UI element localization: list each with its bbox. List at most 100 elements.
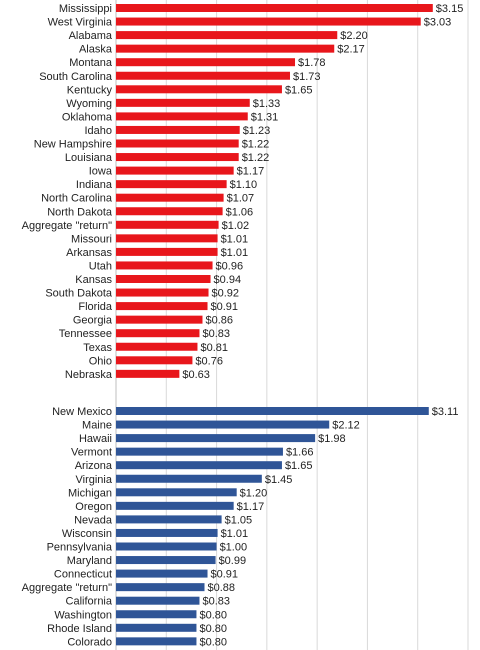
category-label: New Hampshire [34, 139, 112, 151]
value-label: $2.20 [340, 30, 368, 42]
category-label: South Carolina [39, 71, 113, 83]
bar [116, 193, 224, 202]
value-label: $0.80 [199, 623, 227, 635]
bar [116, 596, 200, 605]
category-label: Kentucky [67, 84, 113, 96]
bar [116, 302, 208, 311]
category-label: Connecticut [54, 569, 112, 581]
bar [116, 610, 197, 619]
value-label: $1.17 [237, 166, 265, 178]
value-label: $1.01 [221, 528, 249, 540]
category-label: Rhode Island [47, 623, 112, 635]
category-label: Oregon [75, 501, 112, 513]
bar [116, 461, 282, 470]
category-label: Washington [54, 609, 112, 621]
value-label: $0.86 [205, 315, 233, 327]
bar [116, 112, 248, 121]
bar [116, 356, 193, 365]
chart-panel-blue: New Mexico $3.11 Maine $2.12 Hawaii $1.98 Verm… [22, 406, 459, 648]
category-label: Ohio [89, 355, 112, 367]
category-label: Arkansas [66, 247, 112, 259]
bar [116, 4, 433, 12]
category-label: Michigan [68, 487, 112, 499]
value-label: $1.17 [237, 501, 265, 513]
category-label: Maryland [67, 555, 112, 567]
bar [116, 166, 234, 175]
category-label: Missouri [71, 233, 112, 245]
category-label: Mississippi [59, 3, 112, 15]
bar [116, 139, 239, 148]
bar [116, 125, 240, 134]
bar [116, 407, 429, 415]
bar [116, 98, 250, 107]
bar [116, 488, 237, 497]
bar [116, 315, 203, 324]
value-label: $1.10 [230, 179, 258, 191]
bar [116, 71, 290, 80]
category-label: Alabama [69, 30, 113, 42]
bar [116, 17, 421, 26]
category-label: Colorado [67, 636, 112, 648]
value-label: $0.81 [200, 342, 228, 354]
bar [116, 342, 198, 351]
value-label: $0.80 [199, 636, 227, 648]
bar [116, 501, 234, 510]
bar [116, 247, 218, 256]
value-label: $0.88 [208, 582, 236, 594]
value-label: $1.45 [265, 474, 293, 486]
bar [116, 637, 197, 646]
category-label: Pennsylvania [47, 542, 113, 554]
bar [116, 180, 227, 189]
value-label: $0.83 [202, 328, 230, 340]
bar [116, 58, 296, 67]
bar [116, 207, 223, 216]
value-label: $3.03 [424, 17, 452, 29]
category-label: Nebraska [65, 369, 113, 381]
value-label: $1.66 [286, 447, 314, 459]
value-label: $2.17 [337, 44, 365, 56]
bar [116, 234, 218, 243]
category-label: Indiana [76, 179, 113, 191]
category-label: South Dakota [45, 288, 113, 300]
bar [116, 261, 213, 270]
bar [116, 369, 180, 378]
category-label: California [66, 596, 113, 608]
category-label: Aggregate "return" [22, 582, 112, 594]
value-label: $1.22 [242, 152, 270, 164]
value-label: $1.23 [243, 125, 271, 137]
bar [116, 44, 335, 53]
category-label: Hawaii [79, 433, 112, 445]
category-label: Wyoming [66, 98, 112, 110]
category-label: Nevada [74, 514, 113, 526]
category-label: North Dakota [47, 206, 113, 218]
value-label: $1.65 [285, 460, 313, 472]
value-label: $1.00 [220, 542, 248, 554]
category-label: Idaho [84, 125, 112, 137]
value-label: $3.11 [432, 406, 459, 418]
bar [116, 447, 283, 456]
bar [116, 556, 216, 565]
bar [116, 85, 282, 94]
category-label: West Virginia [48, 17, 113, 29]
bar [116, 329, 200, 338]
value-label: $2.12 [332, 420, 360, 432]
category-label: Virginia [76, 474, 113, 486]
bar [116, 569, 208, 578]
category-label: Kansas [75, 274, 112, 286]
value-label: $0.83 [202, 596, 230, 608]
bar [116, 474, 262, 483]
category-label: Alaska [79, 44, 113, 56]
value-label: $1.65 [285, 84, 313, 96]
value-label: $1.73 [293, 71, 321, 83]
value-label: $0.63 [182, 369, 210, 381]
category-label: Maine [82, 420, 112, 432]
category-label: Tennessee [59, 328, 112, 340]
value-label: $0.91 [211, 301, 239, 313]
value-label: $0.92 [212, 288, 240, 300]
value-label: $1.02 [222, 220, 250, 232]
category-label: Vermont [71, 447, 112, 459]
value-label: $0.99 [219, 555, 247, 567]
category-label: Aggregate "return" [22, 220, 112, 232]
value-label: $1.22 [242, 139, 270, 151]
